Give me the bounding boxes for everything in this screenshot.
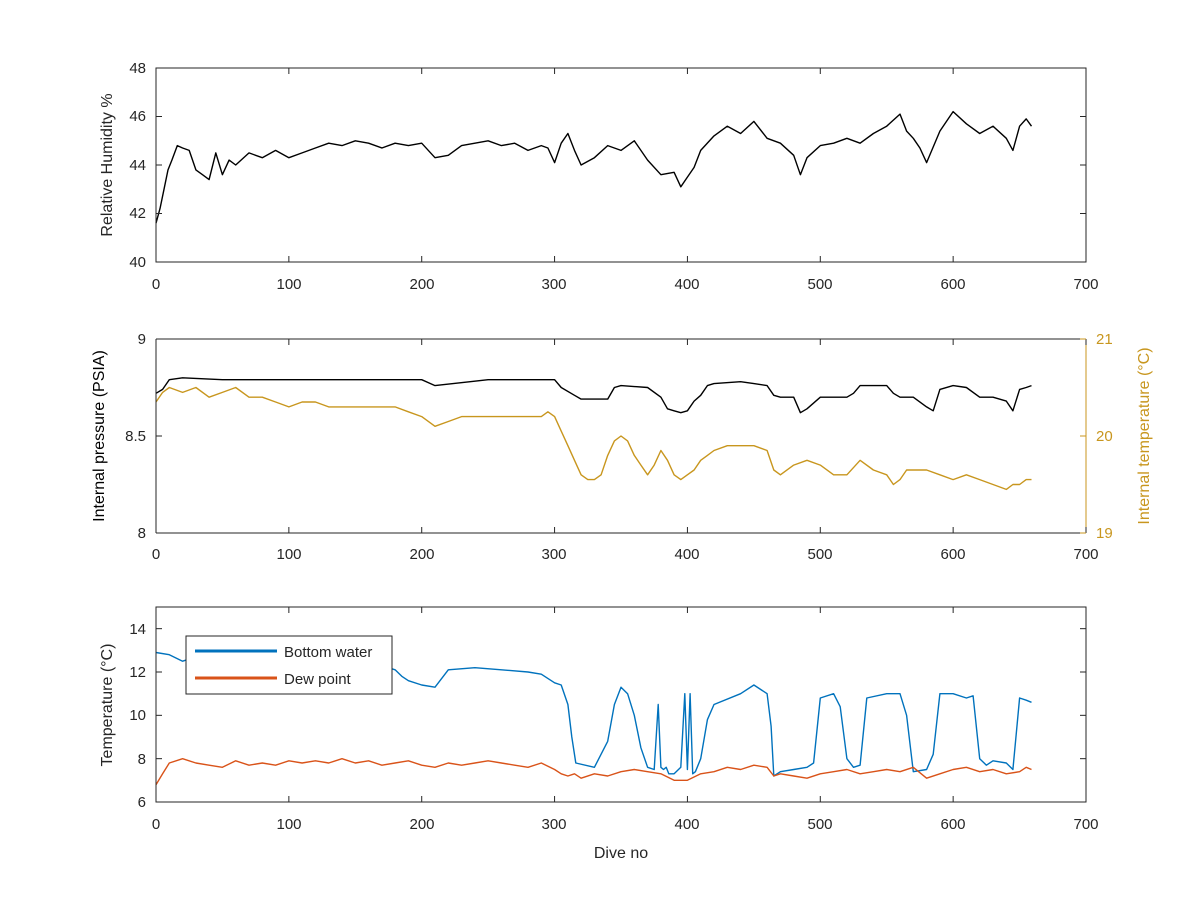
humidity-primary-series-line (155, 110, 1033, 224)
temperature-ticks (155, 607, 1087, 803)
pressure-x-tick: 600 (940, 546, 965, 563)
temperature-x-tick: 100 (276, 816, 301, 833)
humidity-x-tick: 500 (807, 276, 832, 293)
pressure-x-tick: 0 (152, 546, 160, 563)
pressure-temperature-panel: 0 100 200 300 400 500 600 700 8 8.5 9 19… (91, 331, 1153, 563)
pressure-x-tick: 700 (1073, 546, 1098, 563)
humidity-x-tick: 100 (276, 276, 301, 293)
humidity-y-axis-label: Relative Humidity % (99, 93, 116, 236)
temperature-y2-tick: 20 (1096, 428, 1113, 445)
bottom-water-series-line (155, 651, 1032, 777)
humidity-x-tick: 600 (940, 276, 965, 293)
humidity-y-tick: 44 (129, 157, 146, 174)
temperature-y-axis-label: Temperature (°C) (99, 644, 116, 767)
legend-label-bottom-water: Bottom water (284, 644, 372, 661)
temperature-y-tick: 14 (129, 621, 146, 638)
pressure-x-tick: 500 (807, 546, 832, 563)
legend-box (185, 635, 393, 695)
temperature-x-tick: 400 (674, 816, 699, 833)
humidity-x-tick: 700 (1073, 276, 1098, 293)
legend-label-dew-point: Dew point (284, 671, 352, 688)
humidity-y-tick: 46 (129, 108, 146, 125)
humidity-series-layer (155, 110, 1033, 224)
pressure-x-tick: 400 (674, 546, 699, 563)
temperature-axes-box (155, 606, 1087, 803)
x-axis-label: Dive no (594, 845, 648, 862)
internal-temperature-series-line (155, 386, 1032, 491)
temperature-series-layer (155, 651, 1032, 786)
pressure-x-tick: 200 (409, 546, 434, 563)
temperature-y-tick: 8 (138, 751, 146, 768)
legend: Bottom water Dew point (185, 635, 393, 695)
pressure-ticks (155, 338, 1087, 534)
humidity-y-tick: 48 (129, 60, 146, 77)
pressure-y-tick: 9 (138, 331, 146, 348)
temperature-y-tick: 12 (129, 664, 146, 681)
humidity-x-tick: 300 (541, 276, 566, 293)
pressure-y-tick: 8 (138, 525, 146, 542)
pressure-x-tick: 300 (541, 546, 566, 563)
temperature-x-tick: 300 (541, 816, 566, 833)
humidity-ticks (155, 67, 1087, 263)
humidity-x-tick: 400 (674, 276, 699, 293)
humidity-panel: 0 100 200 300 400 500 600 700 40 42 44 4… (99, 60, 1099, 293)
temperature-x-tick: 700 (1073, 816, 1098, 833)
temperature-y-tick: 6 (138, 794, 146, 811)
temperature-y2-axis-label: Internal temperature (°C) (1136, 347, 1153, 524)
pressure-y-axis-label: Internal pressure (PSIA) (91, 350, 108, 522)
temperature-panel: 0 100 200 300 400 500 600 700 6 8 10 12 … (99, 606, 1099, 862)
pressure-x-tick: 100 (276, 546, 301, 563)
pressure-primary-series-line (155, 377, 1032, 414)
humidity-x-tick: 200 (409, 276, 434, 293)
temperature-y2-tick: 21 (1096, 331, 1113, 348)
humidity-y-tick: 42 (129, 205, 146, 222)
pressure-y-tick: 8.5 (125, 428, 146, 445)
temperature-y-tick: 10 (129, 707, 146, 724)
temperature-x-tick: 0 (152, 816, 160, 833)
dew-point-series-line (155, 758, 1032, 786)
temperature-x-tick: 600 (940, 816, 965, 833)
temperature-x-tick: 500 (807, 816, 832, 833)
pressure-series-layer (155, 377, 1032, 491)
temperature-y2-tick: 19 (1096, 525, 1113, 542)
humidity-x-tick: 0 (152, 276, 160, 293)
temperature-x-tick: 200 (409, 816, 434, 833)
humidity-y-tick: 40 (129, 254, 146, 271)
